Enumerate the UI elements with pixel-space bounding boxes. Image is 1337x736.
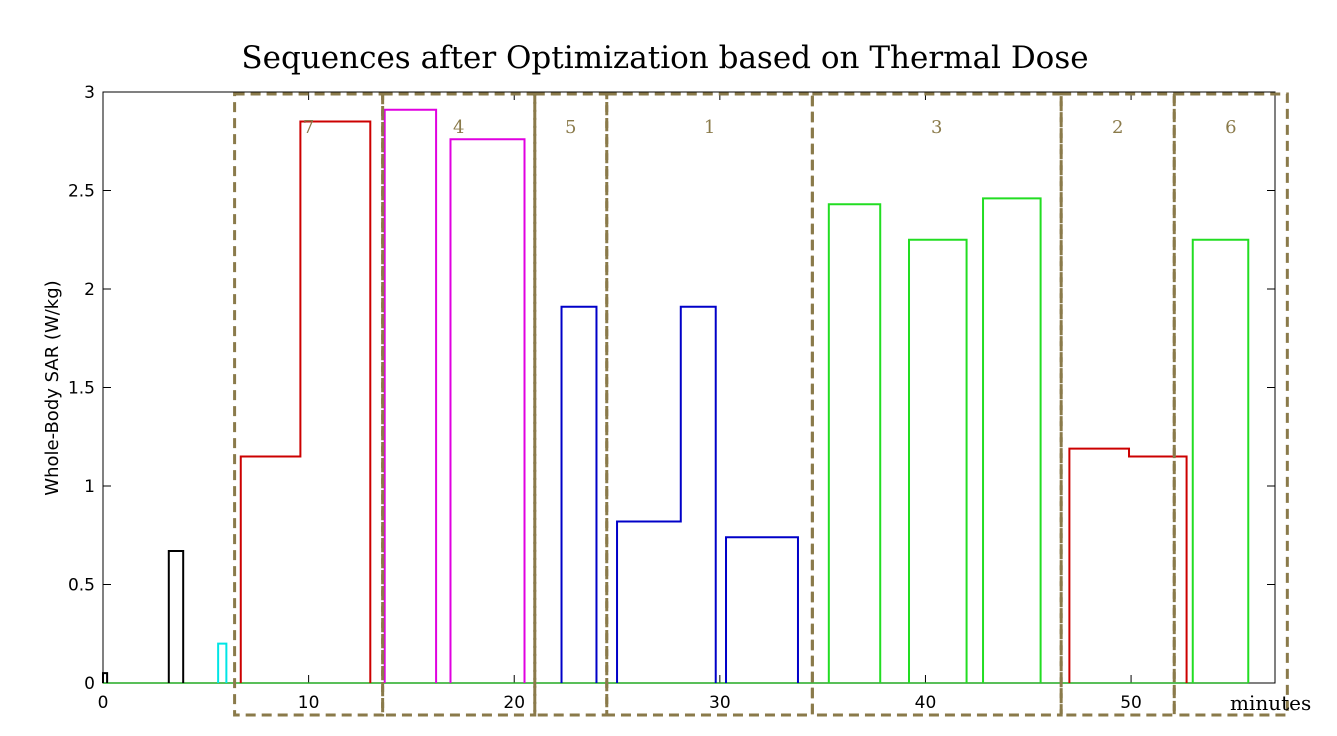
group-label: 3 [931,117,942,138]
group-box [1059,92,1176,717]
axis-tick-labels: 0 10 20 30 40 50 0 0.5 1 1.5 2 2.5 3 [68,83,1142,713]
group-box [533,92,609,717]
x-tick-label: 40 [915,693,937,713]
series-pulse-green [982,197,1042,683]
y-tick-label: 1 [84,477,95,497]
group-label: 1 [704,117,715,138]
y-tick-label: 0 [84,674,95,694]
group-label: 5 [565,117,576,138]
chart-title: Sequences after Optimization based on Th… [241,40,1088,76]
x-tick-label: 10 [298,693,320,713]
group-label: 4 [453,117,464,138]
plot-area [102,91,1276,684]
series-pulse-blue-2 [725,536,799,683]
y-tick-label: 3 [84,83,95,103]
series-steps-blue [616,305,717,683]
group-box [381,92,537,717]
x-tick-label: 30 [709,693,731,713]
group-boxes: 7 4 5 1 3 2 6 [233,92,1289,717]
series-steps-red [239,120,372,683]
y-tick-label: 2.5 [68,182,95,202]
series-pulse-magenta [449,138,526,683]
series-pulse-blue [560,305,598,683]
series-pulse-magenta [383,108,438,683]
y-axis-label: Whole-Body SAR (W/kg) [42,280,63,495]
y-tick-label: 0.5 [68,576,95,596]
group-label: 6 [1225,117,1236,138]
group-label: 7 [303,117,314,138]
group-box [605,92,814,717]
series-pulse-black [102,672,109,683]
x-tick-label: 50 [1120,693,1142,713]
group-box [1172,92,1289,717]
axis-ticks [102,91,1275,684]
series-pulse-green [1191,238,1250,683]
y-tick-label: 2 [84,280,95,300]
series-pulse-green [827,203,882,683]
x-axis-label: minutes [1230,691,1311,715]
series-pulse-black [167,550,185,683]
series-pulse-green [908,238,968,683]
series-steps-darkred [1068,447,1188,683]
series-layer [102,108,1250,684]
x-tick-label: 20 [503,693,525,713]
y-tick-label: 1.5 [68,379,95,399]
group-label: 2 [1112,117,1123,138]
series-pulse-cyan [217,642,228,683]
group-box [810,92,1063,717]
group-box [233,92,385,717]
x-tick-label: 0 [98,693,109,713]
